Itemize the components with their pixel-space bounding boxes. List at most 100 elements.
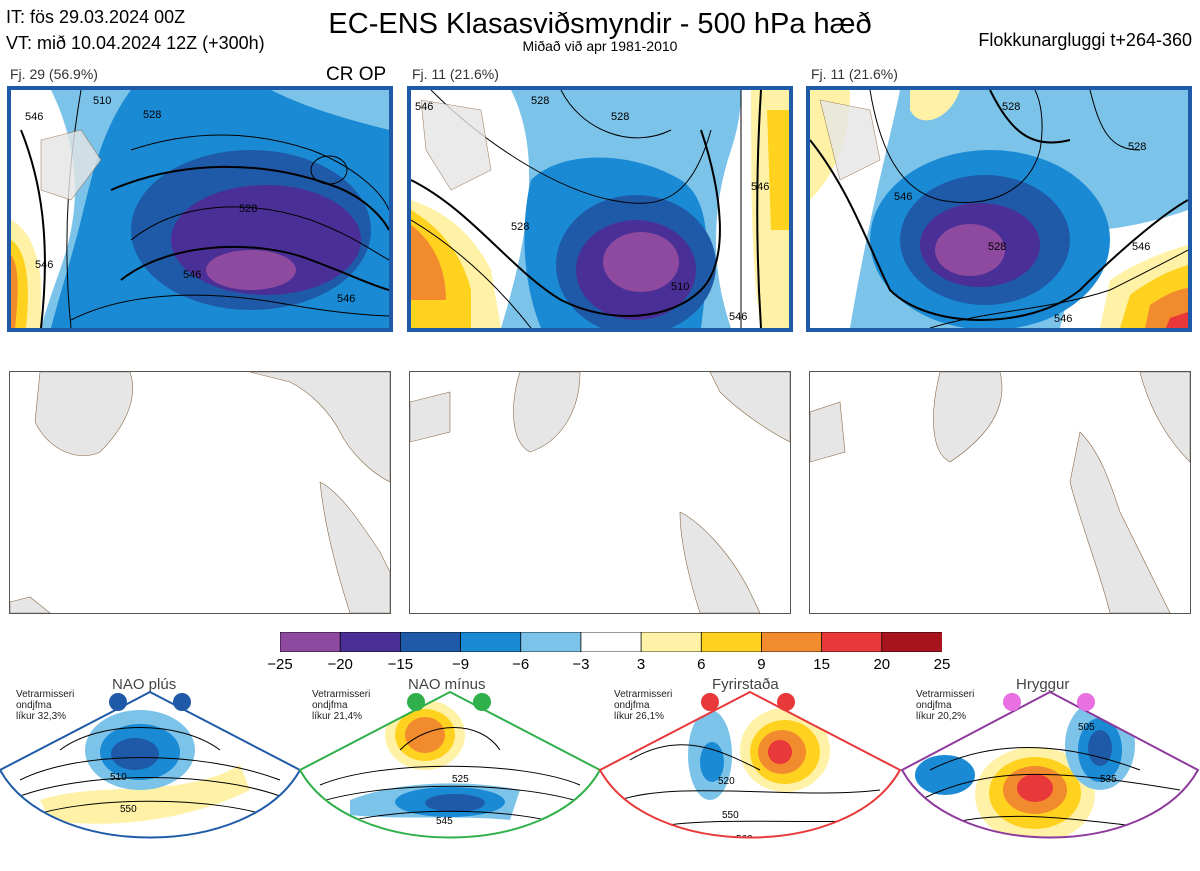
colorbar-tick-label: −15 <box>387 656 414 673</box>
regime-note-line: Vetrarmisseri <box>614 689 673 700</box>
regime-note-line: ondjfma <box>312 700 348 711</box>
colorbar-swatch <box>399 632 462 652</box>
regime-2-contour-label: 545 <box>436 816 453 827</box>
cluster-2-contour-label: 546 <box>729 311 747 323</box>
cluster-1-map: 546 528 528 546 546 510 546 <box>7 86 393 332</box>
regime-2-frame <box>298 690 602 839</box>
cluster-2-contour-label: 546 <box>751 181 769 193</box>
cluster-1-contour-label: 546 <box>337 293 355 305</box>
regime-4-contour-label: 560 <box>1094 836 1111 847</box>
cluster-1-label: Fj. 29 (56.9%) <box>10 66 98 82</box>
cluster-2-label: Fj. 11 (21.6%) <box>412 66 499 82</box>
colorbar-swatch <box>460 632 522 652</box>
regime-3-title: Fyrirstaða <box>712 676 779 693</box>
page-subtitle: Miðað við apr 1981-2010 <box>522 38 678 54</box>
regime-note-line: líkur 21,4% <box>312 711 363 722</box>
cluster-2-contour-label: 528 <box>531 95 549 107</box>
colorbar-tick-label: −9 <box>451 656 470 673</box>
colorbar-tick-label: −6 <box>512 656 530 673</box>
regime-2-contour-label: 565 <box>446 850 463 861</box>
regime-4-title: Hryggur <box>1016 676 1070 693</box>
cluster-3-contour-label: 528 <box>988 241 1006 253</box>
colorbar-swatch <box>640 632 703 652</box>
cluster-2-contour-label: 528 <box>611 111 629 123</box>
regime-note-line: ondjfma <box>16 700 52 711</box>
regime-1-dot <box>173 693 191 711</box>
cluster-1-contour-label: 528 <box>239 203 257 215</box>
regime-note-line: ondjfma <box>916 700 952 711</box>
cluster-1-contour-label: 546 <box>25 111 43 123</box>
cluster-1-contour-label: 546 <box>35 259 53 271</box>
regime-1-contour-label: 510 <box>110 772 127 783</box>
colorbar-tick-label: 25 <box>933 656 951 673</box>
regime-4-dot <box>1077 693 1095 711</box>
regime-3-note: Vetrarmisseri ondjfma líkur 26,1% <box>614 689 672 722</box>
regime-2-title: NAO mínus <box>408 676 486 693</box>
regime-4-frame <box>900 690 1200 839</box>
regime-note-line: ondjfma <box>614 700 650 711</box>
regime-note-line: líkur 20,2% <box>916 711 967 722</box>
regime-3-dot <box>701 693 719 711</box>
regime-2-map: 525 545 565 <box>300 692 600 861</box>
colorbar-tick-label: −20 <box>327 656 353 673</box>
regime-3-contour-label: 550 <box>722 810 739 821</box>
colorbar-swatch <box>280 632 342 652</box>
cluster-1-contour-label: 546 <box>183 269 201 281</box>
regime-maps: 510 550 525 545 565 520 550 560 <box>0 690 1200 861</box>
header-info: IT: fös 29.03.2024 00Z VT: mið 10.04.202… <box>6 4 265 56</box>
colorbar-tick-label: 6 <box>697 656 706 673</box>
regime-4-dot <box>1003 693 1021 711</box>
regime-3-map: 520 550 560 <box>600 692 900 845</box>
colorbar-swatch <box>881 632 942 652</box>
colorbar <box>280 632 942 652</box>
colorbar-tick-label: 3 <box>636 656 646 673</box>
regime-2-contour-label: 525 <box>452 774 469 785</box>
cluster-2-contour-label: 528 <box>511 221 529 233</box>
cluster-2-contour-label: 510 <box>671 281 689 293</box>
colorbar-swatch <box>339 632 402 652</box>
regime-2-dot <box>473 693 491 711</box>
base-map-1 <box>9 371 391 614</box>
page-title: EC-ENS Klasasviðsmyndir - 500 hPa hæð <box>328 8 872 40</box>
cluster-2-map: 528 528 510 546 546 528 546 <box>407 86 793 332</box>
classification-window: Flokkunargluggi t+264-360 <box>978 30 1192 50</box>
regime-note-line: Vetrarmisseri <box>312 689 371 700</box>
cluster-2-contour-label: 546 <box>415 101 433 113</box>
regime-3-contour-label: 520 <box>718 776 735 787</box>
colorbar-tick-label: 9 <box>757 656 766 673</box>
valid-time: VT: mið 10.04.2024 12Z (+300h) <box>6 33 265 53</box>
regime-note-line: líkur 32,3% <box>16 711 67 722</box>
colorbar-swatch <box>580 632 642 652</box>
regime-3-frame <box>598 690 902 839</box>
regime-1-frame <box>0 690 302 839</box>
cluster-1-contour-label: 510 <box>93 95 111 107</box>
cluster-3-map: 546 528 528 546 546 528 <box>806 86 1192 332</box>
cluster-3-contour-label: 546 <box>894 191 912 203</box>
regime-3-dot <box>777 693 795 711</box>
initial-time: IT: fös 29.03.2024 00Z <box>6 7 186 27</box>
regime-3-contour-label: 560 <box>736 834 753 845</box>
regime-1-note: Vetrarmisseri ondjfma líkur 32,3% <box>16 689 74 722</box>
cluster-3-label: Fj. 11 (21.6%) <box>811 66 898 82</box>
regime-4-map: 505 535 560 <box>902 692 1198 847</box>
colorbar-swatch <box>821 632 883 652</box>
regime-4-contour-label: 505 <box>1078 722 1095 733</box>
colorbar-swatch <box>520 632 582 652</box>
regime-note-line: Vetrarmisseri <box>916 689 975 700</box>
cluster-3-contour-label: 528 <box>1002 101 1020 113</box>
base-map-3 <box>809 371 1191 614</box>
cluster-3-contour-label: 546 <box>1054 313 1072 325</box>
colorbar-tick-label: −3 <box>572 656 590 673</box>
base-map-2 <box>409 371 791 614</box>
colorbar-tick-label: 15 <box>813 656 830 673</box>
colorbar-tick-label: 20 <box>873 656 891 673</box>
regime-1-contour-label: 550 <box>120 804 137 815</box>
regime-2-dot <box>407 693 425 711</box>
regime-2-note: Vetrarmisseri ondjfma líkur 21,4% <box>312 689 370 722</box>
regime-note-line: líkur 26,1% <box>614 711 665 722</box>
regime-1-title: NAO plús <box>112 676 177 693</box>
regime-4-note: Vetrarmisseri ondjfma líkur 20,2% <box>916 689 974 722</box>
regime-1-map: 510 550 <box>0 692 300 838</box>
cluster-1-crop-label: CR OP <box>326 64 387 85</box>
regime-note-line: Vetrarmisseri <box>16 689 75 700</box>
